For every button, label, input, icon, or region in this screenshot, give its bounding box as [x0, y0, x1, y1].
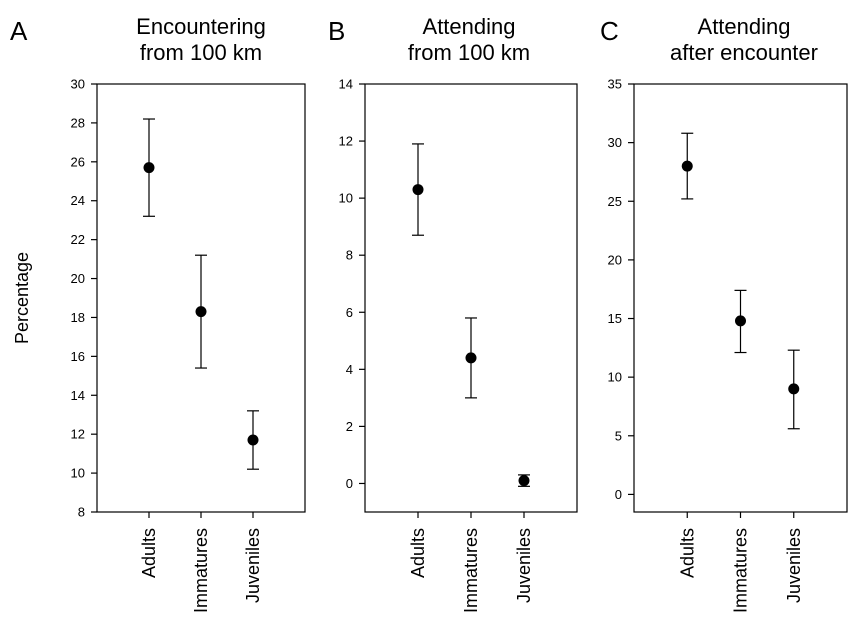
- panel-letter: B: [328, 16, 345, 46]
- y-tick-label: 12: [339, 134, 353, 149]
- y-tick-label: 5: [615, 428, 622, 443]
- y-tick-label: 14: [339, 77, 353, 92]
- y-tick-label: 35: [608, 77, 622, 92]
- y-tick-label: 30: [71, 77, 85, 92]
- y-tick-label: 28: [71, 115, 85, 130]
- y-tick-label: 10: [339, 191, 353, 206]
- panel-title-line: from 100 km: [140, 40, 262, 65]
- panel-title-line: Attending: [423, 14, 516, 39]
- y-tick-label: 12: [71, 427, 85, 442]
- panel-letter: C: [600, 16, 619, 46]
- data-point: [681, 160, 693, 172]
- data-point: [247, 434, 259, 446]
- y-tick-label: 8: [78, 505, 85, 520]
- data-point: [195, 306, 207, 318]
- panel-title-line: from 100 km: [408, 40, 530, 65]
- x-tick-label: Immatures: [731, 528, 751, 613]
- data-point: [518, 475, 530, 487]
- y-tick-label: 10: [608, 370, 622, 385]
- y-tick-label: 22: [71, 232, 85, 247]
- panel-title-line: Attending: [698, 14, 791, 39]
- y-tick-label: 20: [608, 252, 622, 267]
- panel-letter: A: [10, 16, 28, 46]
- x-tick-label: Adults: [408, 528, 428, 578]
- data-point: [143, 162, 155, 174]
- data-point: [735, 315, 746, 327]
- x-tick-label: Immatures: [191, 528, 211, 613]
- data-point: [465, 352, 477, 364]
- y-tick-label: 14: [71, 388, 85, 403]
- y-tick-label: 25: [608, 194, 622, 209]
- y-tick-label: 16: [71, 349, 85, 364]
- data-point: [412, 184, 424, 196]
- y-axis-label: Percentage: [12, 252, 32, 344]
- panel-title-line: Encountering: [136, 14, 266, 39]
- x-tick-label: Adults: [677, 528, 697, 578]
- x-tick-label: Juveniles: [784, 528, 804, 603]
- y-tick-label: 18: [71, 310, 85, 325]
- y-tick-label: 26: [71, 154, 85, 169]
- panel-title-line: after encounter: [670, 40, 818, 65]
- x-tick-label: Juveniles: [243, 528, 263, 603]
- plot-frame: [364, 83, 578, 513]
- y-tick-label: 6: [346, 305, 353, 320]
- data-point: [788, 383, 800, 395]
- y-tick-label: 4: [346, 362, 353, 377]
- y-tick-label: 8: [346, 248, 353, 263]
- y-tick-label: 24: [71, 193, 85, 208]
- x-tick-label: Juveniles: [514, 528, 534, 603]
- x-tick-label: Adults: [139, 528, 159, 578]
- y-tick-label: 20: [71, 271, 85, 286]
- y-tick-label: 0: [615, 487, 622, 502]
- y-tick-label: 10: [71, 466, 85, 481]
- y-tick-label: 15: [608, 311, 622, 326]
- y-tick-label: 0: [346, 476, 353, 491]
- x-tick-label: Immatures: [461, 528, 481, 613]
- y-tick-label: 30: [608, 135, 622, 150]
- y-tick-label: 2: [346, 419, 353, 434]
